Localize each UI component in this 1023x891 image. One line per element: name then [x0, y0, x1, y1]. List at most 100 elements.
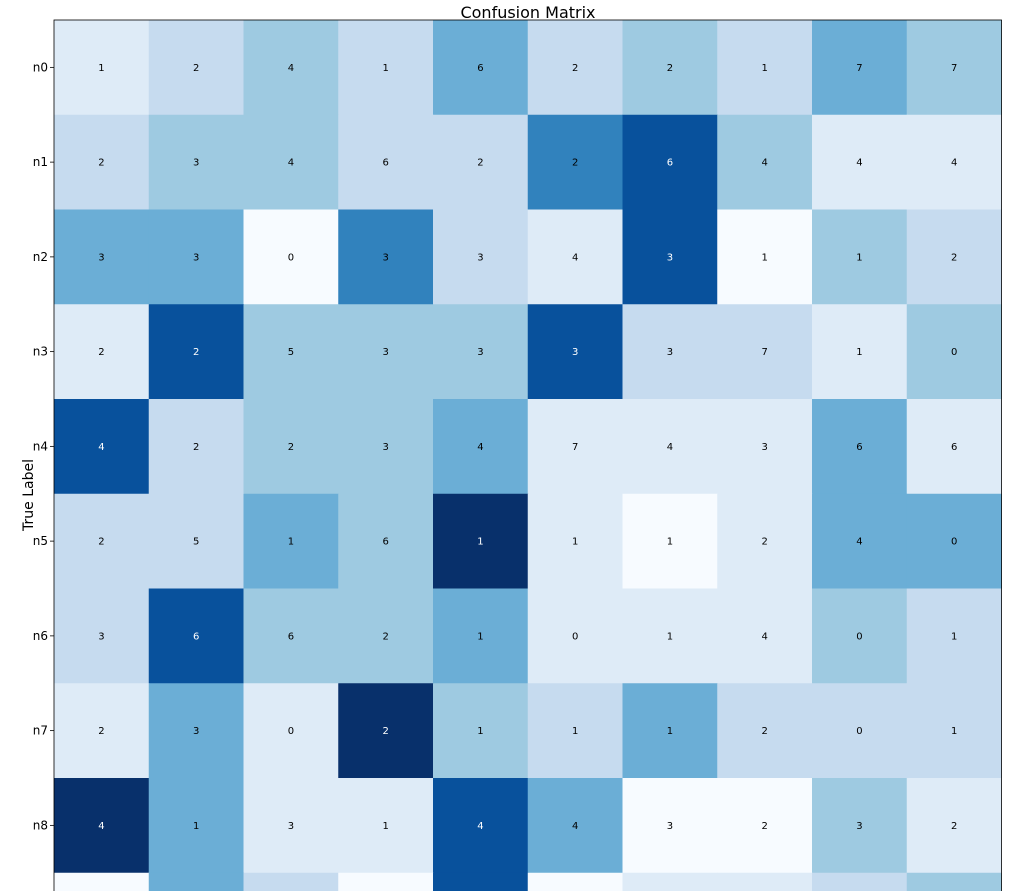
heatmap-cell — [717, 399, 813, 495]
cell-value-label: 1 — [667, 631, 673, 642]
heatmap-cell — [243, 778, 339, 874]
heatmap-cell — [622, 20, 718, 116]
heatmap-cell — [148, 493, 244, 589]
heatmap-cell — [906, 588, 1002, 684]
cell-value-label: 2 — [477, 158, 483, 169]
cell-value-label: 1 — [951, 631, 957, 642]
cell-value-label: 2 — [761, 726, 767, 737]
heatmap-cell — [906, 872, 1002, 891]
cell-value-label: 7 — [856, 63, 862, 74]
heatmap-cell — [906, 209, 1002, 305]
cell-value-label: 4 — [856, 158, 862, 169]
cell-value-label: 3 — [477, 347, 483, 358]
heatmap-cell — [906, 20, 1002, 116]
heatmap-cell — [54, 399, 150, 495]
heatmap-cell — [812, 683, 908, 779]
heatmap-cell — [243, 209, 339, 305]
cell-value-label: 4 — [98, 821, 104, 832]
chart-title: Confusion Matrix — [460, 3, 595, 22]
heatmap-cell — [338, 778, 434, 874]
cell-value-label: 1 — [951, 726, 957, 737]
cell-value-label: 2 — [193, 63, 199, 74]
cell-value-label: 3 — [761, 442, 767, 453]
heatmap-cell — [148, 114, 244, 210]
heatmap-cell — [243, 114, 339, 210]
heatmap-cell — [54, 778, 150, 874]
cell-value-label: 7 — [951, 63, 957, 74]
heatmap-cell — [338, 872, 434, 891]
heatmap-cell — [338, 588, 434, 684]
heatmap-cell — [812, 114, 908, 210]
heatmap-cell — [527, 114, 623, 210]
cell-value-labels: 1 2 4 1 6 2 2 1 7 7 2 3 4 6 2 2 6 4 4 4 3 3 0 3 3 4 3 1 1 2 2 2 5 3 3 3 3 7 1 0… — [98, 63, 957, 832]
heatmap-cell — [54, 872, 150, 891]
heatmap-cell — [812, 304, 908, 400]
cell-value-label: 2 — [193, 347, 199, 358]
heatmap-cell — [812, 493, 908, 589]
cell-value-label: 3 — [288, 821, 294, 832]
y-tick-label: n8 — [33, 818, 48, 832]
cell-value-label: 4 — [667, 442, 673, 453]
cell-value-label: 6 — [382, 158, 388, 169]
heatmap-cell — [338, 399, 434, 495]
cell-value-label: 2 — [951, 821, 957, 832]
heatmap-cell — [243, 872, 339, 891]
cell-value-label: 3 — [477, 252, 483, 263]
heatmap-cell — [433, 683, 529, 779]
cell-value-label: 1 — [572, 537, 578, 548]
cell-value-label: 2 — [98, 158, 104, 169]
cell-value-label: 4 — [951, 158, 957, 169]
cell-value-label: 7 — [761, 347, 767, 358]
cell-value-label: 1 — [382, 63, 388, 74]
cell-value-label: 3 — [667, 252, 673, 263]
cell-value-label: 1 — [761, 63, 767, 74]
cell-value-label: 1 — [288, 537, 294, 548]
heatmap-cell — [812, 872, 908, 891]
heatmap-cell — [527, 872, 623, 891]
heatmap-cell — [622, 304, 718, 400]
heatmap-cell — [54, 588, 150, 684]
cell-value-label: 1 — [193, 821, 199, 832]
cell-value-label: 0 — [288, 252, 294, 263]
heatmap-cell — [812, 588, 908, 684]
cell-value-label: 2 — [98, 537, 104, 548]
heatmap-cell — [338, 20, 434, 116]
heatmap-cell — [54, 114, 150, 210]
cell-value-label: 4 — [572, 821, 578, 832]
cell-value-label: 1 — [761, 252, 767, 263]
heatmap-cell — [338, 114, 434, 210]
heatmap-cell — [148, 778, 244, 874]
cell-value-label: 2 — [288, 442, 294, 453]
plot-frame — [53, 19, 1002, 891]
cell-value-label: 4 — [572, 252, 578, 263]
y-axis-label: True Label — [21, 459, 37, 532]
heatmap-cell — [433, 114, 529, 210]
heatmap-cell — [812, 20, 908, 116]
y-tick-label: n0 — [33, 60, 48, 74]
cell-value-label: 4 — [761, 158, 767, 169]
cell-value-label: 3 — [667, 347, 673, 358]
heatmap-cell — [148, 304, 244, 400]
cell-value-label: 3 — [382, 347, 388, 358]
heatmap-cell — [527, 683, 623, 779]
heatmap-cell — [622, 683, 718, 779]
cell-value-label: 1 — [382, 821, 388, 832]
cell-value-label: 0 — [951, 347, 957, 358]
cell-value-label: 1 — [477, 537, 483, 548]
cell-value-label: 3 — [572, 347, 578, 358]
heatmap-cell — [54, 209, 150, 305]
heatmap-cell — [717, 209, 813, 305]
heatmap-cell — [338, 209, 434, 305]
cell-value-label: 2 — [667, 63, 673, 74]
heatmap-cell — [338, 683, 434, 779]
cell-value-label: 4 — [288, 63, 294, 74]
heatmap-cell — [338, 304, 434, 400]
cell-value-label: 4 — [856, 537, 862, 548]
heatmap-cell — [433, 20, 529, 116]
cell-value-label: 1 — [477, 631, 483, 642]
heatmap-cell — [717, 114, 813, 210]
cell-value-label: 4 — [477, 821, 483, 832]
heatmap-cell — [906, 114, 1002, 210]
heatmap-cell — [433, 588, 529, 684]
